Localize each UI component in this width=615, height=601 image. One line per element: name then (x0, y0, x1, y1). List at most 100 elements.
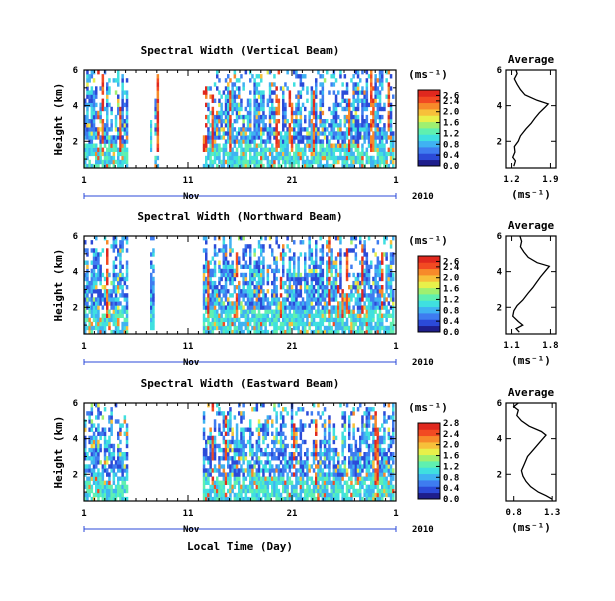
heatmap-cell (348, 309, 351, 314)
heatmap-cell (238, 325, 241, 331)
heatmap-cell (229, 147, 232, 152)
heatmap-cell (222, 452, 226, 457)
panel-title: Spectral Width (Vertical Beam) (141, 44, 340, 57)
heatmap-cell (352, 305, 355, 310)
heatmap-cell (202, 431, 206, 436)
heatmap-cell (227, 496, 230, 502)
heatmap-cell (286, 70, 289, 75)
heatmap-cell (227, 419, 230, 424)
colorbar-segment (418, 134, 440, 142)
heatmap-cell (363, 135, 366, 140)
heatmap-cell (365, 472, 369, 477)
heatmap-cell (114, 329, 118, 335)
heatmap-cell (253, 305, 256, 310)
heatmap-cell (95, 110, 98, 116)
heatmap-cell (260, 301, 263, 306)
heatmap-cell (282, 468, 285, 473)
heatmap-cell (282, 159, 285, 165)
heatmap-cell (202, 236, 206, 241)
heatmap-cell (112, 472, 116, 477)
heatmap-cell (301, 151, 305, 157)
heatmap-cell (202, 90, 206, 95)
heatmap-cell (301, 468, 305, 473)
heatmap-cell (209, 472, 212, 477)
heatmap-cell (268, 476, 272, 481)
heatmap-cell (229, 293, 232, 298)
heatmap-cell (365, 313, 369, 318)
heatmap-cell (88, 289, 91, 294)
heatmap-cell (249, 289, 252, 294)
heatmap-cell (273, 268, 276, 274)
heatmap-cell (376, 313, 380, 318)
heatmap-cell (275, 143, 278, 148)
heatmap-cell (95, 280, 98, 286)
heatmap-cell (279, 256, 283, 261)
heatmap-cell (101, 272, 105, 278)
heatmap-cell (125, 305, 129, 310)
heatmap-cell (372, 276, 375, 282)
heatmap-cell (370, 264, 373, 269)
heatmap-cell (297, 460, 300, 465)
heatmap-cell (378, 147, 382, 152)
heatmap-cell (238, 102, 241, 108)
heatmap-cell (326, 127, 329, 132)
heatmap-cell (297, 452, 300, 457)
heatmap-cell (92, 280, 96, 286)
heatmap-cell (106, 248, 109, 253)
heatmap-cell (86, 102, 89, 108)
heatmap-cell (295, 293, 298, 298)
heatmap-cell (315, 431, 318, 436)
heatmap-cell (222, 439, 226, 445)
heatmap-cell (356, 452, 360, 457)
heatmap-cell (205, 468, 208, 473)
heatmap-cell (310, 293, 314, 298)
heatmap-cell (279, 447, 283, 453)
heatmap-cell (354, 159, 358, 165)
heatmap-cell (295, 460, 298, 465)
heatmap-cell (337, 155, 340, 161)
heatmap-cell (389, 264, 393, 269)
heatmap-cell (343, 90, 347, 95)
heatmap-cell (150, 276, 153, 282)
heatmap-cell (262, 452, 265, 457)
heatmap-cell (301, 472, 305, 477)
heatmap-cell (299, 123, 303, 128)
heatmap-cell (321, 151, 325, 157)
heatmap-cell (235, 496, 239, 502)
heatmap-cell (255, 472, 259, 477)
heatmap-cell (251, 496, 254, 502)
heatmap-cell (235, 431, 239, 436)
heatmap-cell (209, 123, 212, 128)
heatmap-cell (150, 317, 153, 323)
heatmap-cell (359, 492, 362, 498)
heatmap-cell (235, 443, 239, 449)
heatmap-cell (209, 447, 212, 453)
heatmap-cell (284, 110, 287, 116)
heatmap-cell (95, 236, 98, 241)
heatmap-cell (306, 492, 309, 498)
heatmap-cell (242, 252, 245, 257)
heatmap-cell (240, 419, 243, 424)
heatmap-cell (86, 280, 89, 286)
heatmap-cell (279, 480, 283, 485)
heatmap-cell (257, 301, 261, 306)
heatmap-cell (275, 276, 278, 282)
heatmap-cell (350, 123, 353, 128)
heatmap-cell (112, 159, 116, 165)
heatmap-cell (345, 143, 349, 148)
heatmap-cell (308, 325, 311, 331)
heatmap-cell (343, 119, 347, 124)
heatmap-cell (106, 321, 109, 327)
heatmap-cell (227, 431, 230, 436)
heatmap-cell (372, 325, 375, 331)
heatmap-cell (106, 240, 109, 245)
heatmap-cell (103, 427, 107, 432)
heatmap-cell (354, 139, 358, 144)
heatmap-cell (383, 106, 386, 112)
heatmap-cell (354, 488, 358, 494)
heatmap-cell (242, 403, 245, 408)
heatmap-cell (299, 329, 303, 335)
heatmap-cell (238, 403, 241, 408)
heatmap-cell (117, 106, 120, 112)
heatmap-cell (310, 106, 314, 112)
